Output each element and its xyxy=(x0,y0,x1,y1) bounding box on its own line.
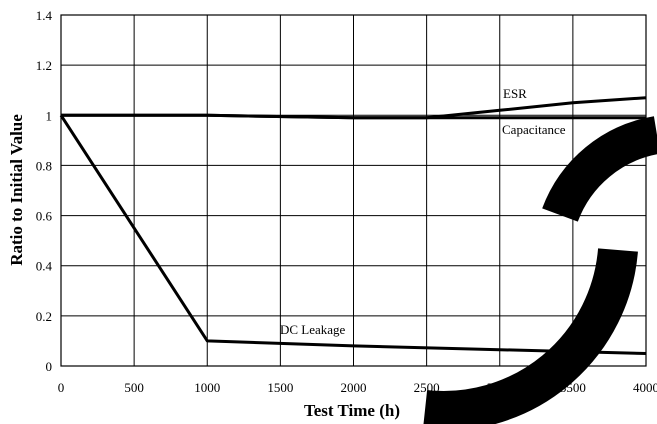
x-tick-label: 4000 xyxy=(633,380,657,395)
x-tick-label: 1500 xyxy=(267,380,293,395)
series-label-esr: ESR xyxy=(503,86,527,101)
x-tick-label: 1000 xyxy=(194,380,220,395)
y-tick-label: 0.2 xyxy=(36,309,52,324)
x-tick-label: 500 xyxy=(124,380,144,395)
x-axis-title: Test Time (h) xyxy=(304,401,400,420)
watermark xyxy=(423,116,657,424)
y-tick-label: 0.6 xyxy=(36,209,53,224)
watermark-arc-1 xyxy=(423,248,638,424)
y-tick-label: 0.4 xyxy=(36,259,53,274)
x-tick-label: 0 xyxy=(58,380,65,395)
series-label-dc-leakage: DC Leakage xyxy=(280,322,346,337)
y-tick-label: 1.2 xyxy=(36,58,52,73)
y-axis-title: Ratio to Initial Value xyxy=(7,114,26,266)
x-tick-label: 2000 xyxy=(341,380,367,395)
y-tick-label: 0 xyxy=(46,359,53,374)
y-tick-label: 1 xyxy=(46,108,53,123)
series-label-capacitance: Capacitance xyxy=(502,122,566,137)
plot-frame xyxy=(60,14,647,367)
y-tick-label: 0.8 xyxy=(36,158,52,173)
watermark-arc-2 xyxy=(542,116,657,223)
y-tick-label: 1.4 xyxy=(36,8,53,23)
series-line-capacitance xyxy=(61,113,646,120)
